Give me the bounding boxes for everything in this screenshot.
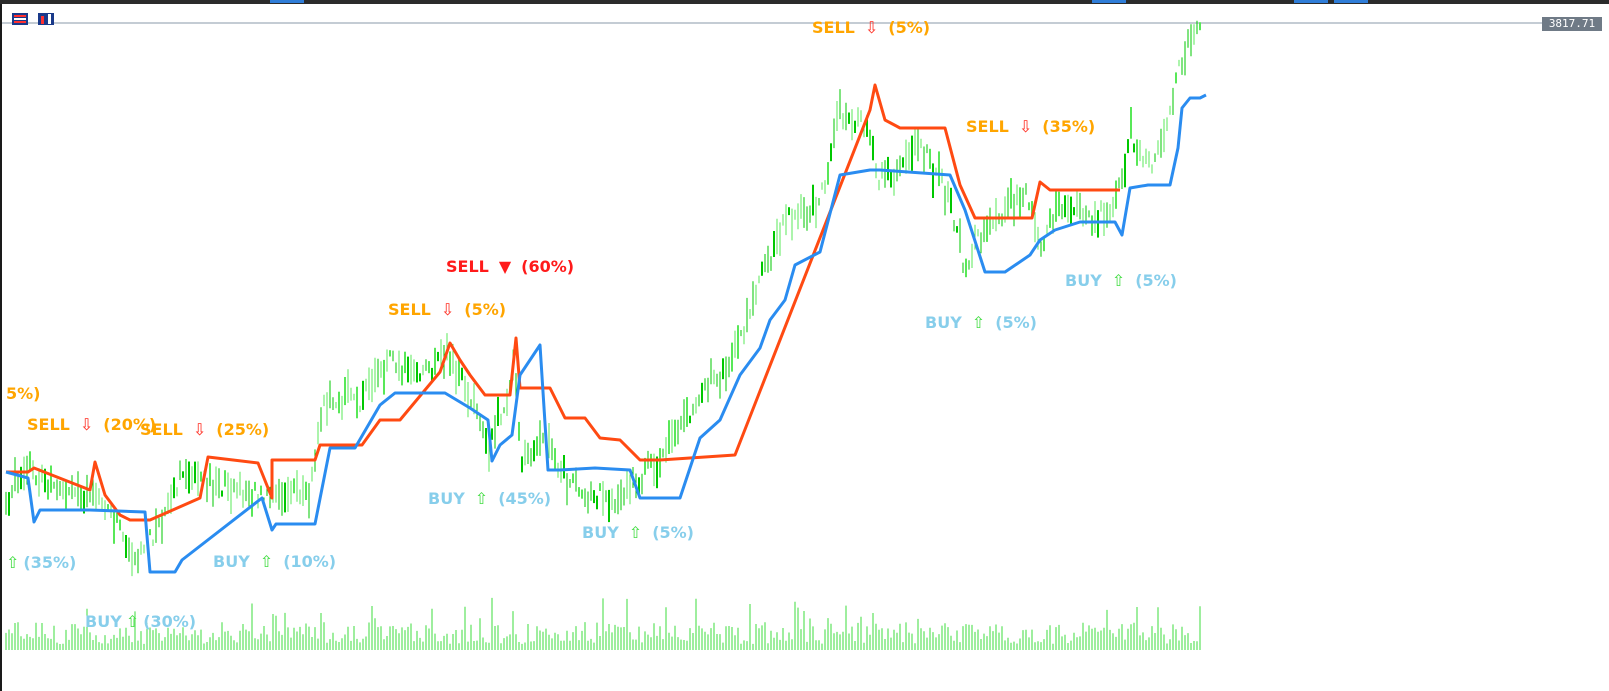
down-arrow-icon: ⇩ [864, 18, 879, 37]
up-arrow-icon: ⇧ [474, 489, 489, 508]
candlestick-series [5, 20, 1201, 577]
down-arrow-icon: ▼ [498, 257, 512, 276]
bar-chart-icon[interactable] [38, 12, 54, 25]
sell-signal-label: SELL ⇩ (5%) [812, 18, 931, 37]
buy-signal-label: BUY ⇧ (10%) [213, 552, 337, 571]
up-arrow-icon: ⇧ [259, 552, 274, 571]
sell-signal-label: SELL ⇩ (20%) [27, 415, 157, 434]
buy-signal-label: BUY ⇧ (5%) [582, 523, 694, 542]
down-arrow-icon: ⇩ [192, 420, 207, 439]
chart-left-border [0, 4, 2, 691]
current-price-label: 3817.71 [1542, 17, 1602, 31]
down-arrow-icon: ⇩ [79, 415, 94, 434]
top-marker [1334, 0, 1368, 3]
buy-signal-label: BUY ⇧ (5%) [925, 313, 1037, 332]
volume-histogram [5, 597, 1201, 650]
up-arrow-icon: ⇧ [1111, 271, 1126, 290]
top-marker [1294, 0, 1328, 3]
top-marker [1092, 0, 1126, 3]
buy-signal-label: BUY ⇧ (5%) [1065, 271, 1177, 290]
sell-signal-label: 5%) [6, 384, 41, 403]
down-arrow-icon: ⇩ [1018, 117, 1033, 136]
buy-signal-label: BUY ⇧ (45%) [428, 489, 552, 508]
up-arrow-icon: ⇧ [125, 612, 140, 631]
up-arrow-icon: ⇧ [971, 313, 986, 332]
sell-signal-label: SELL ⇩ (35%) [966, 117, 1096, 136]
top-marker [270, 0, 304, 3]
grid-icon[interactable] [12, 12, 28, 25]
support-line [5, 93, 1207, 574]
resistance-line [6, 83, 1120, 522]
sell-signal-label: SELL ▼ (60%) [446, 257, 575, 276]
sell-signal-label: SELL ⇩ (5%) [388, 300, 507, 319]
window-top-bar [0, 0, 1609, 4]
up-arrow-icon: ⇧ [6, 553, 20, 572]
buy-signal-label: ⇧ (35%) [6, 553, 77, 572]
up-arrow-icon: ⇧ [628, 523, 643, 542]
sell-signal-label: SELL ⇩ (25%) [140, 420, 270, 439]
down-arrow-icon: ⇩ [440, 300, 455, 319]
buy-signal-label: BUY ⇧ (30%) [85, 612, 197, 631]
